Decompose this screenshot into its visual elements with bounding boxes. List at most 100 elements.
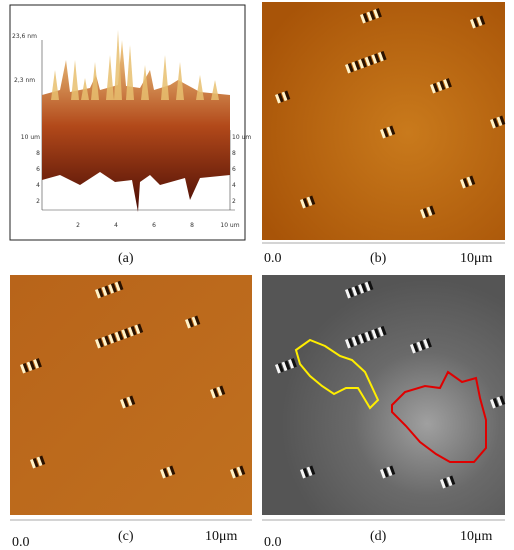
- stripe: [35, 358, 42, 368]
- stripe: [371, 54, 378, 64]
- stripe: [354, 285, 361, 296]
- x-tick-label: 6: [152, 222, 156, 229]
- features: [274, 8, 506, 219]
- stripe: [476, 16, 483, 27]
- x-tick-label: 8: [190, 222, 194, 229]
- spike: [141, 65, 149, 100]
- stripe: [449, 475, 456, 486]
- x-tick-label: 10 um: [220, 222, 239, 229]
- afm-image-c: [10, 275, 252, 515]
- stripe: [380, 50, 387, 61]
- stripe: [108, 334, 115, 344]
- stripe: [309, 195, 316, 206]
- stripe: [288, 359, 295, 369]
- spike: [114, 30, 122, 100]
- stripe: [114, 281, 121, 292]
- stripe: [309, 465, 316, 476]
- y-tick-label: 6: [36, 166, 40, 173]
- stripe: [36, 456, 43, 467]
- stripe: [375, 8, 382, 18]
- stripe: [114, 331, 121, 342]
- stripe: [377, 52, 384, 62]
- spike: [161, 55, 169, 100]
- stripe: [191, 316, 198, 327]
- stripe: [436, 81, 443, 92]
- panel-label: (d): [370, 529, 387, 544]
- stripe: [426, 206, 433, 217]
- stripe: [290, 358, 297, 368]
- stripe: [364, 281, 371, 292]
- stripe: [358, 59, 365, 69]
- stripe: [97, 337, 104, 348]
- stripe: [94, 338, 101, 349]
- stripe: [110, 283, 117, 293]
- stripe: [360, 283, 367, 293]
- scale-start: 0.0: [12, 535, 30, 550]
- y-tick-label: 4: [36, 182, 40, 189]
- stripe: [302, 467, 309, 478]
- spike: [81, 78, 89, 100]
- stripe: [462, 177, 469, 188]
- stripe: [126, 396, 133, 407]
- stripe: [236, 466, 243, 477]
- stripe: [382, 467, 389, 478]
- x-tick-label: 2: [76, 222, 80, 229]
- stripe: [377, 327, 384, 337]
- y-tick-label: 2: [36, 198, 40, 205]
- stripe: [360, 333, 367, 343]
- panel-label: (c): [118, 529, 134, 544]
- stripe: [496, 396, 503, 407]
- stripe: [360, 13, 366, 24]
- stripe: [121, 329, 128, 339]
- stripe: [274, 93, 281, 104]
- stripe: [466, 176, 473, 187]
- x-tick-label: 4: [114, 222, 118, 229]
- stripe: [499, 395, 506, 406]
- stripe: [439, 478, 446, 489]
- stripe: [219, 385, 226, 396]
- stripe: [347, 62, 354, 73]
- stripe: [472, 17, 479, 28]
- stripe: [490, 398, 496, 409]
- stripe: [184, 318, 191, 329]
- stripe: [137, 323, 144, 334]
- stripe: [351, 336, 358, 347]
- stripe: [364, 331, 371, 342]
- stripe: [124, 328, 131, 338]
- afm-image-d: [262, 275, 505, 515]
- stripe: [389, 125, 396, 136]
- stripe: [159, 468, 166, 479]
- stripe: [364, 56, 371, 67]
- stripe: [22, 362, 29, 373]
- features: [274, 280, 506, 489]
- y-tick-label: 8: [232, 150, 236, 157]
- stripe: [281, 91, 288, 102]
- stripe: [26, 361, 33, 372]
- stripe: [351, 61, 358, 72]
- stripe: [284, 360, 291, 371]
- stripe: [419, 340, 426, 351]
- stripe: [281, 361, 288, 372]
- stripe: [134, 324, 141, 335]
- spike: [176, 62, 184, 100]
- stripe: [194, 315, 201, 326]
- stripe: [127, 327, 134, 337]
- spike: [126, 45, 134, 100]
- stripe: [410, 343, 416, 354]
- stripe: [216, 386, 223, 397]
- stripe: [284, 90, 291, 101]
- stripe: [33, 359, 40, 369]
- region-outline: [391, 370, 487, 463]
- spike: [106, 55, 114, 100]
- stripe: [230, 468, 236, 479]
- stripe: [367, 330, 374, 341]
- stripe: [490, 118, 496, 129]
- stripe: [389, 465, 396, 476]
- stripe: [369, 10, 376, 21]
- stripe: [446, 476, 453, 487]
- stripe: [358, 284, 365, 294]
- stripe: [300, 198, 306, 209]
- stripe: [366, 11, 373, 22]
- stripe: [277, 92, 284, 103]
- scale-start: 0.0: [264, 535, 282, 550]
